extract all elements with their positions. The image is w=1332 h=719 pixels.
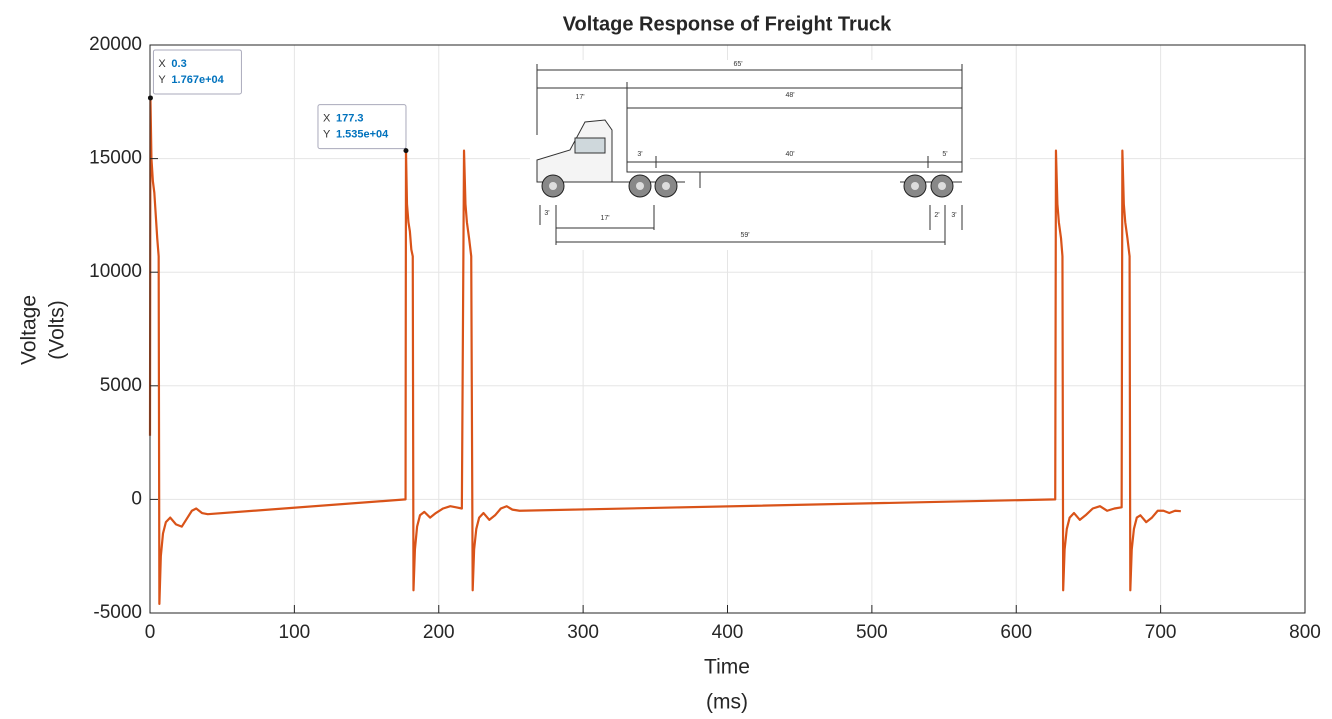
datatip-x-value: 177.3: [336, 113, 364, 125]
dimension-label: 3': [951, 212, 956, 219]
dimension-label: 2': [934, 212, 939, 219]
datatip-x-value: 0.3: [171, 58, 186, 70]
plot: [148, 96, 1181, 606]
y-tick-label: -5000: [93, 602, 142, 623]
x-tick-label: 400: [712, 622, 744, 643]
dimension-label: 40': [785, 151, 794, 158]
dimension-label: 17': [600, 215, 609, 222]
chart-title: Voltage Response of Freight Truck: [563, 13, 892, 35]
datatip-y-name: Y: [158, 74, 166, 86]
datatip-marker: [403, 148, 409, 154]
y-tick-label: 20000: [89, 34, 142, 55]
y-axis-label: (Volts): [46, 300, 69, 360]
dimension-label: 3': [544, 210, 549, 217]
datatip-box: [152, 49, 242, 95]
datatip-x-name: X: [158, 58, 166, 70]
x-tick-label: 800: [1289, 622, 1321, 643]
line-series: [148, 96, 1181, 606]
x-tick-label: 700: [1145, 622, 1177, 643]
datatip-box: [317, 104, 407, 150]
dimension-label: 65': [733, 61, 742, 68]
y-tick-label: 10000: [89, 261, 142, 282]
x-tick-label: 300: [567, 622, 599, 643]
dimension-label: 17': [575, 94, 584, 101]
truck-inset: [530, 60, 970, 250]
datatip-y-value: 1.535e+04: [336, 129, 389, 141]
y-tick-label: 0: [131, 488, 142, 509]
datatip-y-value: 1.767e+04: [171, 74, 224, 86]
inset-labels: 65' 17' 48' 3' 40' 5' 3' 17' 59' 2' 3': [544, 61, 956, 239]
y-axis-label: Voltage: [18, 295, 41, 365]
y-tick-label: 5000: [100, 375, 142, 396]
x-axis-label: (ms): [706, 691, 748, 714]
x-tick-label: 100: [279, 622, 311, 643]
y-tick-label: 15000: [89, 148, 142, 169]
dimension-label: 5': [942, 151, 947, 158]
datatip-y-name: Y: [323, 129, 331, 141]
dimension-label: 3': [637, 151, 642, 158]
dimension-label: 59': [740, 232, 749, 239]
datatip-marker: [147, 95, 153, 101]
datatip-x-name: X: [323, 113, 331, 125]
x-axis-label: Time: [704, 656, 750, 679]
x-tick-label: 200: [423, 622, 455, 643]
x-tick-label: 500: [856, 622, 888, 643]
dimension-label: 48': [785, 92, 794, 99]
x-tick-label: 600: [1000, 622, 1032, 643]
x-tick-label: 0: [145, 622, 156, 643]
